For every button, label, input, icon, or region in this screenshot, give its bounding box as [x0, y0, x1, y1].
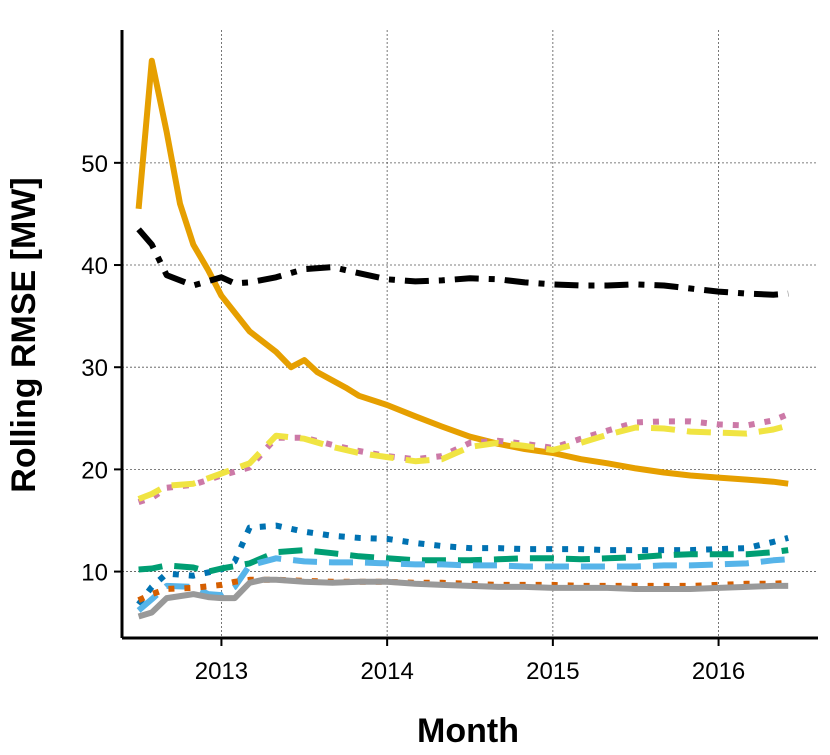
x-tick-label: 2015 [526, 658, 579, 685]
y-ticks: 10 20 30 40 50 [81, 151, 122, 587]
x-tick-label: 2014 [360, 658, 413, 685]
grid [122, 30, 818, 638]
series-orange-solid [135, 57, 789, 487]
y-tick-label: 50 [81, 151, 108, 178]
series-green-dashed [138, 547, 789, 575]
series-gray-solid [137, 576, 789, 620]
y-tick-label: 10 [81, 560, 108, 587]
x-axis-title: Month [417, 712, 519, 750]
series-layer [135, 57, 790, 620]
x-ticks: 2013 2014 2015 2016 [195, 638, 745, 685]
y-tick-label: 30 [81, 355, 108, 382]
x-tick-label: 2016 [692, 658, 745, 685]
series-black-dashdot [136, 227, 789, 298]
x-tick-label: 2013 [195, 658, 248, 685]
y-tick-label: 40 [81, 253, 108, 280]
series-yellow-dashed [137, 422, 789, 502]
series-pink-dotted [137, 411, 790, 505]
y-tick-label: 20 [81, 457, 108, 484]
axes [120, 30, 818, 640]
y-axis-title: Rolling RMSE [MW] [5, 177, 43, 492]
